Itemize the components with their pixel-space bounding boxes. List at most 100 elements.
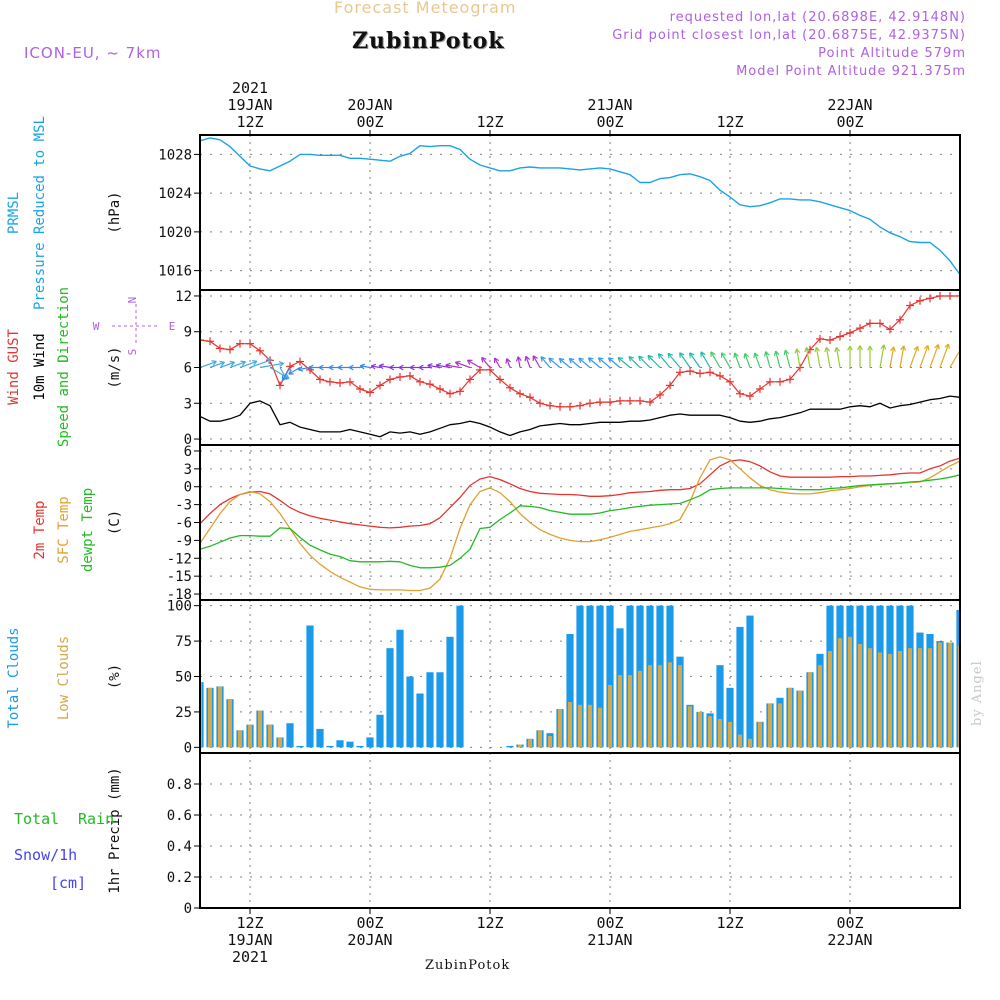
- compass-e: E: [169, 320, 176, 333]
- total-clouds-bar: [446, 636, 454, 748]
- wind-direction-arrow: [773, 350, 781, 368]
- wind-direction-arrow: [466, 359, 481, 369]
- point-altitude: Point Altitude 579m: [818, 46, 966, 61]
- y-axis-label: 1hr Precip (mm): [107, 767, 123, 893]
- wind-gust-marker: [686, 367, 694, 376]
- low-clouds-bar: [807, 672, 813, 748]
- wind-direction-arrow: [607, 357, 621, 368]
- x-tick-label-top: 12Z: [476, 113, 503, 131]
- total-clouds-bar: [396, 629, 404, 748]
- low-clouds-bar: [237, 730, 243, 748]
- wind-direction-arrow: [548, 357, 561, 368]
- low-clouds-bar: [257, 710, 263, 748]
- total-clouds-bar: [366, 737, 374, 748]
- x-tick-label-bottom: 12Z: [236, 914, 263, 932]
- y-tick-label: 50: [175, 670, 192, 686]
- wind-direction-arrow: [794, 348, 801, 368]
- x-tick-label-bottom: 19JAN: [227, 931, 272, 949]
- low-clouds-bar: [697, 711, 703, 748]
- wind-direction-arrow: [200, 360, 217, 369]
- y-tick-label: 3: [184, 462, 192, 478]
- wind-direction-arrow: [505, 358, 511, 368]
- x-tick-label-top: 22JAN: [827, 96, 872, 114]
- wind-direction-arrow: [783, 349, 791, 368]
- wind-gust-marker: [656, 390, 664, 399]
- model-label: ICON-EU, ~ 7km: [24, 44, 162, 62]
- total-clouds-bar: [586, 605, 594, 748]
- pressure-sublabel: Pressure Reduced to MSL: [32, 116, 48, 310]
- wind-direction-arrow: [617, 356, 631, 368]
- location-title: ZubinPotok: [352, 28, 505, 54]
- panel-plot-wind: [200, 291, 960, 438]
- y-tick-label: 25: [175, 705, 192, 721]
- snow-unit-label: [cm]: [50, 874, 86, 892]
- y-tick-label: 1016: [158, 264, 192, 280]
- total-clouds-label: Total Clouds: [6, 627, 22, 728]
- wind-direction-arrow: [297, 365, 311, 372]
- wind-gust-label: Wind GUST: [6, 329, 22, 405]
- wind-direction-label: Speed and Direction: [56, 287, 72, 447]
- low-clouds-bar: [517, 744, 523, 748]
- low-clouds-bar: [647, 665, 653, 748]
- low-clouds-bar: [557, 709, 563, 748]
- wind-direction-arrow: [679, 352, 691, 368]
- wind-direction-arrow: [909, 345, 920, 368]
- low-clouds-bar: [277, 737, 283, 748]
- panel-precip: 0 0.2 0.4 0.6 0.8: [167, 753, 960, 917]
- y-tick-label: 0: [184, 432, 192, 448]
- total-clouds-bar: [746, 615, 754, 748]
- wind-direction-arrow: [638, 355, 651, 368]
- x-tick-label-top: 00Z: [596, 113, 623, 131]
- wind-gust-marker: [286, 362, 294, 371]
- wind-direction-arrow: [700, 351, 711, 368]
- low-clouds-bar: [797, 690, 803, 748]
- total-clouds-bar: [336, 740, 344, 748]
- wind-direction-arrow: [597, 357, 611, 368]
- wind-speed-line: [200, 395, 960, 438]
- low-clouds-bar: [737, 734, 743, 748]
- wind-gust-marker: [726, 377, 734, 386]
- total-clouds-bar: [566, 634, 574, 748]
- wind-gust-marker: [406, 371, 414, 380]
- low-clouds-bar: [567, 702, 573, 748]
- low-clouds-bar: [637, 670, 643, 748]
- compass-w: W: [93, 320, 100, 333]
- wind-direction-arrow: [454, 360, 471, 369]
- x-tick-label-top: 21JAN: [587, 96, 632, 114]
- wind-gust-marker: [216, 344, 224, 353]
- x-tick-label-top: 00Z: [836, 113, 863, 131]
- low-clouds-bar: [607, 685, 613, 748]
- y-axis-label: (m/s): [107, 346, 123, 388]
- wind-gust-marker: [766, 377, 774, 386]
- wind-gust-marker: [956, 291, 960, 300]
- temp-sfc-line: [200, 456, 960, 592]
- compass-s: S: [126, 349, 139, 356]
- total-clouds-bar: [606, 605, 614, 748]
- y-tick-label: -6: [175, 516, 192, 532]
- wind-gust-marker: [706, 368, 714, 377]
- wind-gust-marker: [746, 392, 754, 401]
- wind-direction-arrow: [229, 360, 246, 369]
- y-tick-label: 9: [184, 325, 192, 341]
- wind-gust-marker: [336, 379, 344, 387]
- wind-gust-marker: [496, 375, 504, 384]
- y-tick-label: 0: [184, 740, 192, 756]
- wind-gust-marker: [696, 369, 704, 378]
- panel-temperature: -18 -15 -12 -9-6 -3 0 3 6: [167, 444, 960, 603]
- wind-direction-arrow: [628, 355, 641, 368]
- total-clouds-bar: [736, 626, 744, 748]
- low-clouds-bar: [957, 645, 960, 748]
- wind-direction-arrow: [647, 354, 661, 368]
- low-clouds-bar: [787, 687, 793, 748]
- wind-gust-marker: [736, 389, 744, 398]
- wind-gust-line: [200, 295, 960, 408]
- total-clouds-bar: [726, 687, 734, 748]
- wind-gust-marker: [676, 368, 684, 377]
- low-clouds-bar: [667, 662, 673, 748]
- low-clouds-bar: [627, 675, 633, 748]
- wind-gust-marker: [246, 339, 254, 348]
- wind-direction-arrow: [689, 352, 701, 368]
- pressure-label: PRMSL: [6, 192, 22, 234]
- y-tick-label: 6: [184, 361, 192, 377]
- low-clouds-bar: [247, 724, 253, 748]
